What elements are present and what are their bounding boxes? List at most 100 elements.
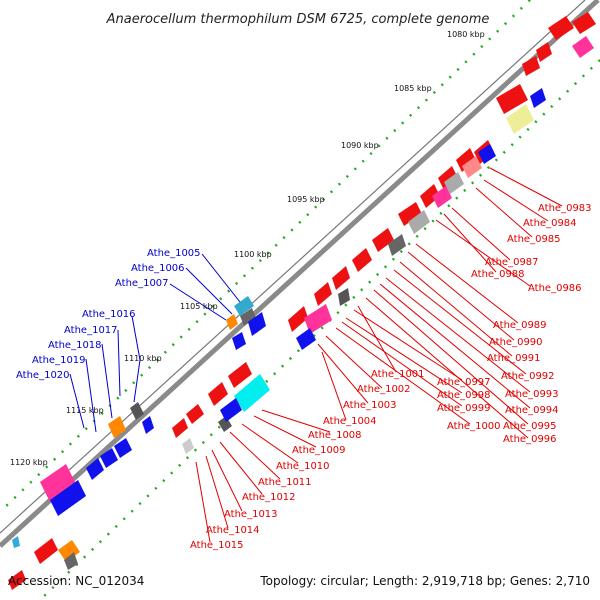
gene-arrow xyxy=(372,228,394,252)
gene-label: Athe_0991 xyxy=(487,353,541,364)
gene-label: Athe_1019 xyxy=(32,355,86,366)
tick-label: 1085 kbp xyxy=(394,84,432,93)
gene-label: Athe_1015 xyxy=(190,540,244,551)
gene-arrow xyxy=(288,306,308,332)
gene-arrow xyxy=(114,438,132,458)
gene-arrow xyxy=(398,202,422,226)
reverse-genes xyxy=(40,36,594,570)
tick-label: 1105 kbp xyxy=(180,302,218,311)
accession-text: Accession: NC_012034 xyxy=(8,574,144,588)
gene-block xyxy=(40,464,76,502)
gene-block xyxy=(240,308,256,326)
gene-arrow xyxy=(496,84,528,114)
gene-block xyxy=(338,288,350,306)
gene-label: Athe_1013 xyxy=(224,509,278,520)
tick-label: 1120 kbp xyxy=(10,458,48,467)
gene-arrow xyxy=(420,184,440,208)
map-title: Anaerocellum thermophilum DSM 6725, comp… xyxy=(106,12,490,27)
gene-arrow xyxy=(248,312,266,336)
gene-label: Athe_0997 xyxy=(437,377,491,388)
left-genes xyxy=(12,296,266,548)
tick-label: 1090 kbp xyxy=(341,141,379,150)
gene-label: Athe_0987 xyxy=(485,257,539,268)
gene-block xyxy=(444,172,464,194)
gene-arrow xyxy=(456,148,476,172)
gene-label: Athe_0985 xyxy=(507,234,561,245)
gene-block xyxy=(478,144,496,164)
gene-block xyxy=(218,416,232,432)
gene-block xyxy=(226,314,238,330)
gene-block xyxy=(462,156,482,178)
gene-label: Athe_1003 xyxy=(343,400,397,411)
gene-label: Athe_0989 xyxy=(493,320,547,331)
gene-label: Athe_1005 xyxy=(147,248,201,259)
gene-arrow xyxy=(522,56,540,76)
gene-label: Athe_0986 xyxy=(528,283,582,294)
kbp-ticks: 1080 kbp 1085 kbp 1090 kbp 1095 kbp 1100… xyxy=(10,30,485,467)
gene-label: Athe_0992 xyxy=(501,371,555,382)
genome-backbone xyxy=(0,0,600,548)
gene-label: Athe_1004 xyxy=(323,416,377,427)
gene-label: Athe_0990 xyxy=(489,337,543,348)
gene-label: Athe_0996 xyxy=(503,434,557,445)
gene-label: Athe_1016 xyxy=(82,309,136,320)
gene-label: Athe_1009 xyxy=(292,445,346,456)
gene-label: Athe_0995 xyxy=(503,421,557,432)
gene-arrow xyxy=(220,398,242,422)
gene-label: Athe_0993 xyxy=(505,389,559,400)
forward-genes xyxy=(8,12,596,590)
gene-block xyxy=(388,234,406,256)
gene-block xyxy=(572,36,594,58)
gene-label: Athe_1000 xyxy=(447,421,501,432)
left-gene-labels: Athe_1005 Athe_1006 Athe_1007 Athe_1016 … xyxy=(16,248,201,381)
gene-block xyxy=(304,304,332,334)
gene-arrow xyxy=(352,248,372,272)
gene-arrow xyxy=(50,480,86,516)
tick-label: 1100 kbp xyxy=(234,250,272,259)
tick-label: 1115 kbp xyxy=(66,406,104,415)
gene-arrow xyxy=(232,332,246,350)
gene-label: Athe_0998 xyxy=(437,390,491,401)
gene-block xyxy=(530,88,546,108)
gene-label: Athe_0983 xyxy=(538,203,592,214)
tick-label: 1110 kbp xyxy=(124,354,162,363)
gene-label: Athe_1018 xyxy=(48,340,102,351)
gene-arrow xyxy=(536,42,552,62)
gene-label: Athe_1008 xyxy=(308,430,362,441)
right-leader-lines xyxy=(195,167,563,543)
gene-label: Athe_1002 xyxy=(357,384,411,395)
gene-block xyxy=(108,416,126,438)
gene-block xyxy=(58,540,80,562)
gene-label: Athe_1001 xyxy=(371,369,425,380)
gene-arrow xyxy=(438,166,458,190)
gene-label: Athe_1020 xyxy=(16,370,70,381)
gene-arrow xyxy=(8,570,26,590)
gene-label: Athe_0988 xyxy=(471,269,525,280)
gene-block xyxy=(130,402,144,420)
gene-label: Athe_1010 xyxy=(276,461,330,472)
genome-summary: Topology: circular; Length: 2,919,718 bp… xyxy=(259,574,590,588)
gene-label: Athe_1007 xyxy=(115,278,169,289)
gene-block xyxy=(64,552,78,570)
gene-block xyxy=(182,438,194,454)
gene-label: Athe_0994 xyxy=(505,405,559,416)
tick-label: 1095 kbp xyxy=(287,195,325,204)
gene-block xyxy=(408,210,430,234)
gene-arrow xyxy=(548,16,574,40)
gene-label: Athe_1011 xyxy=(258,477,312,488)
gene-arrow xyxy=(572,12,596,34)
gene-label: Athe_0984 xyxy=(523,218,577,229)
gene-block xyxy=(234,374,270,412)
gene-arrow xyxy=(186,404,204,424)
gene-arrow xyxy=(172,418,188,438)
gene-arrow xyxy=(142,416,154,434)
gene-arrow xyxy=(208,382,228,406)
gene-label: Athe_1006 xyxy=(131,263,185,274)
gene-arrow xyxy=(332,266,350,290)
gene-block xyxy=(432,186,452,208)
gene-label: Athe_1012 xyxy=(242,492,296,503)
right-gene-labels: Athe_0983 Athe_0984 Athe_0985 Athe_0987 … xyxy=(190,203,592,551)
tick-label: 1080 kbp xyxy=(447,30,485,39)
gene-label: Athe_1017 xyxy=(64,325,118,336)
